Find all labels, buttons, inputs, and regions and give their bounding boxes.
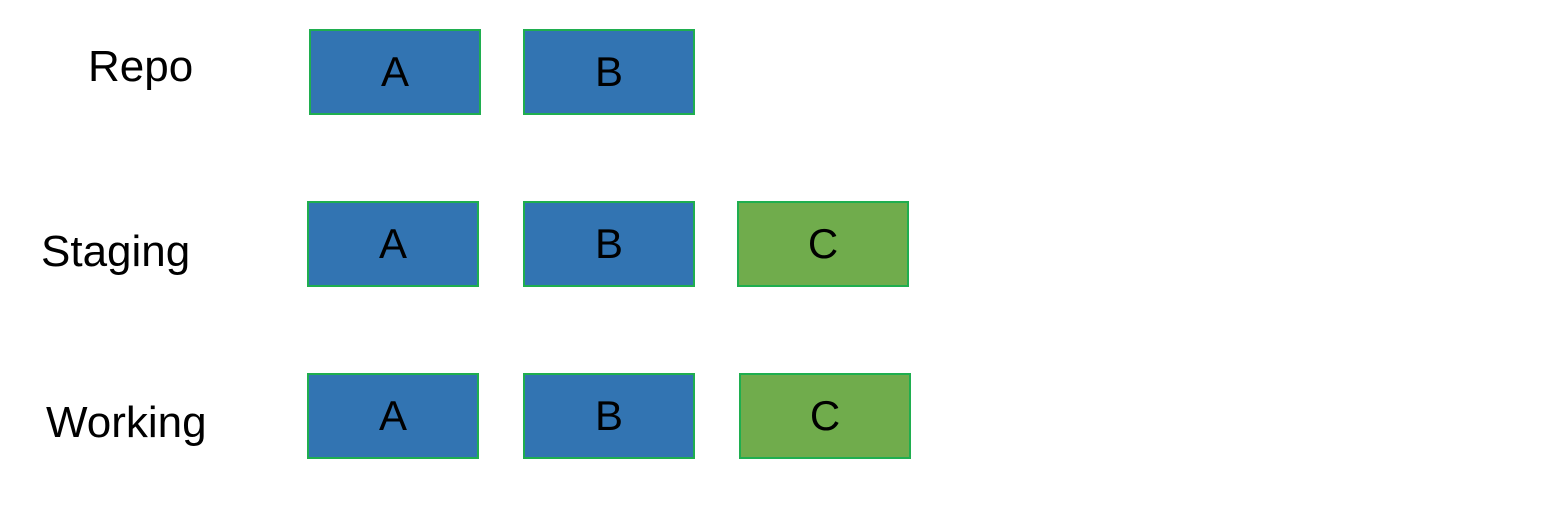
- file-box-a: A: [307, 373, 479, 459]
- file-box-b: B: [523, 201, 695, 287]
- file-box-a: A: [307, 201, 479, 287]
- row-staging: Staging A B C: [0, 200, 1542, 290]
- row-label-repo: Repo: [88, 42, 194, 91]
- file-box-a: A: [309, 29, 481, 115]
- file-box-c: C: [739, 373, 911, 459]
- file-box-c: C: [737, 201, 909, 287]
- row-label-staging: Staging: [41, 227, 191, 276]
- row-repo: Repo A B: [0, 28, 1542, 118]
- file-box-b: B: [523, 29, 695, 115]
- row-label-working: Working: [46, 398, 207, 447]
- file-box-b: B: [523, 373, 695, 459]
- row-working: Working A B C: [0, 372, 1542, 462]
